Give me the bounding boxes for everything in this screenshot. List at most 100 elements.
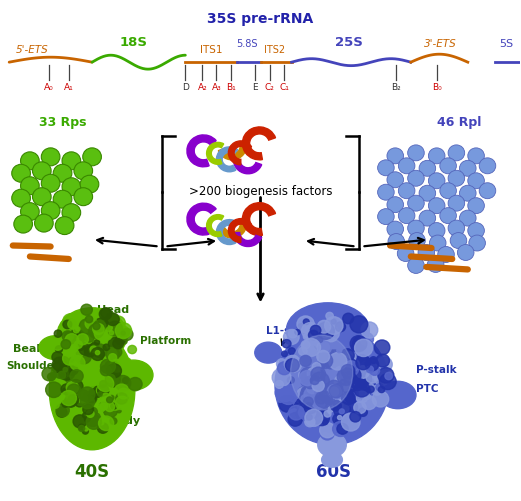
Circle shape — [90, 389, 99, 398]
Text: ITS1: ITS1 — [200, 45, 222, 55]
Circle shape — [326, 399, 330, 404]
Circle shape — [343, 361, 359, 376]
Circle shape — [336, 384, 342, 389]
Circle shape — [308, 351, 321, 364]
Wedge shape — [242, 127, 276, 160]
Circle shape — [52, 340, 63, 350]
Circle shape — [87, 339, 93, 344]
Circle shape — [315, 355, 327, 366]
Circle shape — [332, 421, 349, 436]
Circle shape — [346, 359, 359, 371]
Circle shape — [109, 398, 121, 410]
Circle shape — [370, 366, 380, 375]
Circle shape — [295, 398, 309, 411]
Circle shape — [306, 352, 320, 366]
Circle shape — [311, 325, 321, 335]
Circle shape — [52, 363, 62, 372]
Circle shape — [324, 410, 331, 417]
Circle shape — [98, 334, 106, 341]
Circle shape — [323, 432, 327, 436]
Circle shape — [105, 402, 115, 411]
Circle shape — [341, 349, 354, 362]
Circle shape — [407, 258, 424, 274]
Circle shape — [77, 334, 89, 345]
Circle shape — [76, 398, 84, 406]
Circle shape — [65, 331, 74, 340]
Circle shape — [354, 392, 358, 396]
Circle shape — [326, 380, 342, 396]
Circle shape — [334, 375, 350, 389]
Circle shape — [83, 148, 102, 166]
Circle shape — [407, 170, 424, 186]
Circle shape — [89, 324, 104, 338]
Circle shape — [88, 338, 93, 342]
Ellipse shape — [39, 336, 72, 360]
Wedge shape — [228, 218, 252, 242]
Circle shape — [387, 148, 404, 164]
Circle shape — [374, 340, 390, 355]
Circle shape — [299, 347, 307, 355]
Circle shape — [328, 399, 344, 415]
Circle shape — [408, 232, 425, 248]
Circle shape — [69, 345, 83, 359]
Circle shape — [100, 393, 111, 404]
Circle shape — [56, 372, 63, 378]
Text: ITS2: ITS2 — [264, 45, 285, 55]
Circle shape — [47, 373, 55, 381]
Circle shape — [55, 346, 63, 353]
Circle shape — [61, 391, 77, 406]
Circle shape — [341, 365, 355, 378]
Circle shape — [74, 162, 93, 180]
Circle shape — [126, 358, 131, 363]
Circle shape — [376, 354, 390, 367]
Circle shape — [86, 410, 94, 417]
Ellipse shape — [57, 308, 127, 363]
Circle shape — [331, 319, 336, 324]
Circle shape — [122, 377, 129, 384]
Circle shape — [70, 356, 85, 370]
Circle shape — [301, 395, 309, 402]
Circle shape — [78, 394, 87, 403]
Circle shape — [53, 164, 72, 182]
Circle shape — [111, 403, 117, 409]
Circle shape — [311, 372, 329, 390]
Circle shape — [450, 232, 467, 248]
Circle shape — [315, 357, 326, 368]
Circle shape — [338, 391, 345, 398]
Wedge shape — [218, 224, 246, 238]
Text: Beak: Beak — [13, 344, 44, 354]
Text: 60S: 60S — [316, 463, 351, 481]
Circle shape — [350, 336, 367, 352]
Text: 18S: 18S — [119, 36, 147, 49]
Text: Platform: Platform — [140, 336, 192, 346]
Circle shape — [297, 324, 304, 330]
Circle shape — [350, 316, 368, 333]
Circle shape — [105, 373, 120, 387]
Circle shape — [337, 411, 348, 422]
Circle shape — [77, 343, 84, 350]
Circle shape — [115, 375, 131, 391]
Wedge shape — [216, 219, 238, 244]
Ellipse shape — [114, 360, 153, 390]
Circle shape — [288, 413, 302, 426]
Circle shape — [78, 390, 89, 400]
Circle shape — [109, 395, 114, 400]
Circle shape — [312, 363, 321, 371]
Circle shape — [407, 220, 424, 236]
Circle shape — [106, 347, 120, 361]
Circle shape — [63, 314, 79, 329]
Circle shape — [65, 395, 77, 407]
Circle shape — [100, 421, 104, 425]
Circle shape — [93, 323, 100, 330]
Circle shape — [67, 384, 81, 397]
Circle shape — [320, 394, 329, 402]
Circle shape — [364, 394, 370, 399]
Circle shape — [460, 185, 476, 201]
Circle shape — [52, 401, 59, 408]
Circle shape — [68, 395, 79, 405]
Circle shape — [329, 353, 347, 370]
Circle shape — [310, 327, 322, 338]
Circle shape — [356, 391, 368, 403]
Circle shape — [311, 376, 319, 385]
Text: 5S: 5S — [500, 39, 514, 49]
